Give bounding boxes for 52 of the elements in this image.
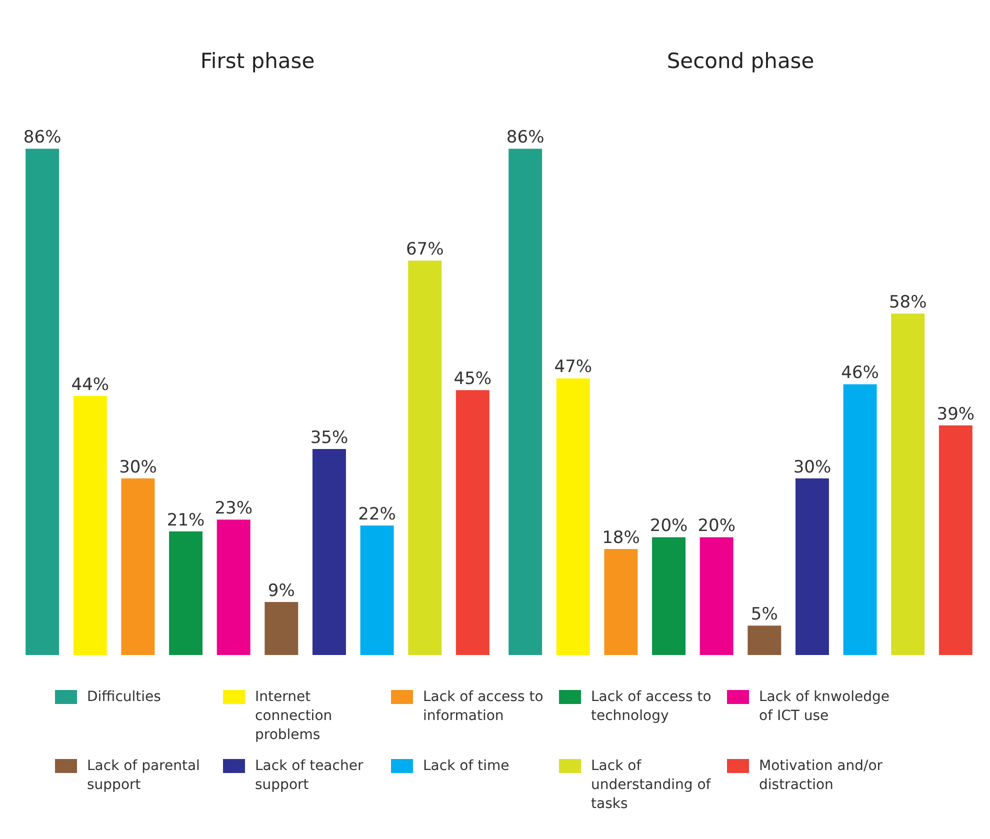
- bar: [556, 378, 590, 655]
- data-label: 86%: [23, 128, 62, 148]
- data-label: 67%: [406, 240, 444, 260]
- bar: [508, 148, 542, 655]
- bar: [748, 626, 782, 655]
- bar: [360, 525, 394, 655]
- data-label: 20%: [698, 516, 736, 536]
- data-label: 23%: [214, 498, 252, 519]
- data-label: 22%: [358, 504, 396, 524]
- legend-label: Lack of access to technology: [591, 688, 712, 726]
- bar: [26, 148, 60, 655]
- legend-label: Lack of time: [423, 757, 510, 776]
- bar: [652, 537, 686, 655]
- data-label: 20%: [650, 516, 688, 536]
- legend-label: Lack of parental support: [87, 757, 201, 795]
- bar: [891, 314, 925, 655]
- bar: [700, 537, 734, 655]
- data-label: 30%: [793, 457, 832, 478]
- data-label: 5%: [750, 604, 778, 624]
- legend-label: Lack of understanding of tasks: [591, 757, 712, 814]
- bar: [456, 390, 490, 655]
- data-label: 30%: [119, 457, 157, 478]
- data-label: 45%: [454, 369, 492, 390]
- bar: [264, 602, 298, 655]
- legend-label: Lack of access to information: [423, 688, 544, 726]
- data-label: 18%: [602, 528, 640, 548]
- data-label: 47%: [554, 357, 592, 378]
- bar: [121, 478, 155, 655]
- bar: [795, 478, 829, 655]
- bar: [408, 260, 442, 655]
- legend-label: Lack of knwoledge of ICT use: [759, 688, 890, 726]
- data-label: 9%: [268, 580, 295, 601]
- bar: [938, 425, 972, 655]
- x-tick-label: Second phase: [666, 49, 814, 74]
- bar: [604, 549, 638, 655]
- data-label: 86%: [506, 128, 544, 148]
- legend-label: Internet connection problems: [255, 688, 334, 745]
- bar: [312, 448, 346, 655]
- legend-label: Motivation and/or distraction: [759, 757, 884, 795]
- data-label: 21%: [166, 510, 205, 530]
- data-label: 35%: [310, 428, 348, 448]
- data-label: 44%: [71, 374, 110, 395]
- bar: [73, 396, 107, 655]
- bar: [169, 531, 203, 655]
- data-label: 39%: [936, 404, 975, 424]
- data-label: 58%: [888, 292, 927, 312]
- legend-label: Lack of teacher support: [255, 757, 364, 795]
- data-label: 46%: [841, 363, 879, 384]
- x-tick-label: First phase: [200, 49, 315, 74]
- legend-label: Difficulties: [87, 688, 162, 707]
- bar: [216, 520, 250, 655]
- bar: [843, 384, 877, 655]
